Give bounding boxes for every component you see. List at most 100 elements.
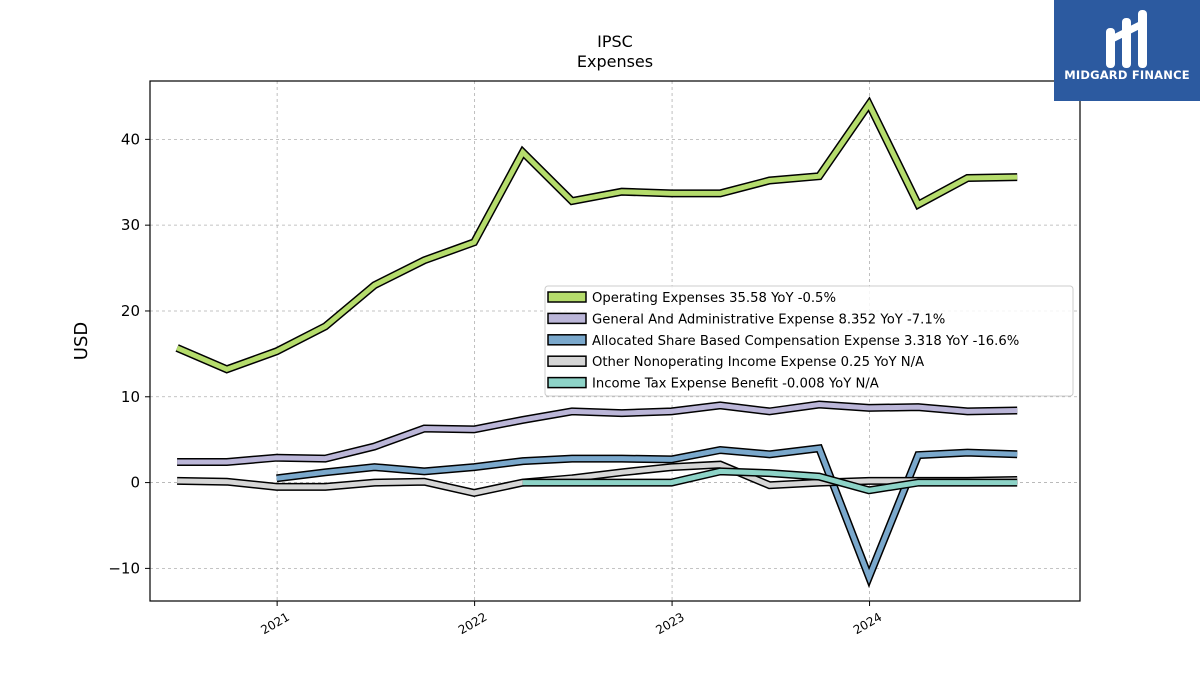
data-point bbox=[570, 456, 575, 461]
y-axis-label: USD bbox=[71, 322, 92, 360]
data-point bbox=[817, 174, 822, 179]
data-point bbox=[619, 456, 624, 461]
legend-label: Other Nonoperating Income Expense 0.25 Y… bbox=[592, 355, 924, 370]
data-point bbox=[965, 176, 970, 181]
legend-label: Operating Expenses 35.58 YoY -0.5% bbox=[592, 291, 836, 306]
data-point bbox=[669, 409, 674, 414]
series-stroke bbox=[176, 99, 1018, 372]
data-point bbox=[619, 480, 624, 485]
data-point bbox=[817, 474, 822, 479]
data-point bbox=[323, 484, 328, 489]
y-tick-label: 0 bbox=[130, 474, 140, 492]
legend-label: General And Administrative Expense 8.352… bbox=[592, 312, 945, 327]
data-point bbox=[916, 202, 921, 207]
data-point bbox=[965, 409, 970, 414]
series-line-0 bbox=[175, 96, 1020, 374]
legend-label: Allocated Share Based Compensation Expen… bbox=[592, 334, 1019, 349]
data-point bbox=[1015, 408, 1020, 413]
data-point bbox=[520, 150, 525, 155]
data-point bbox=[372, 444, 377, 449]
data-point bbox=[669, 191, 674, 196]
legend-box bbox=[544, 285, 1074, 397]
brand-mark-icon bbox=[1106, 10, 1147, 68]
data-point bbox=[867, 575, 872, 580]
chart-subtitle: Expenses bbox=[577, 52, 653, 71]
series-stroke bbox=[177, 401, 1018, 465]
data-point bbox=[619, 411, 624, 416]
data-point bbox=[767, 178, 772, 183]
data-point bbox=[669, 457, 674, 462]
data-point bbox=[422, 426, 427, 431]
y-tick-label: 30 bbox=[121, 216, 140, 234]
data-point bbox=[224, 460, 229, 465]
legend-item: Allocated Share Based Compensation Expen… bbox=[547, 334, 1019, 349]
data-point bbox=[619, 189, 624, 194]
data-point bbox=[422, 258, 427, 263]
data-point bbox=[175, 460, 180, 465]
legend-swatch bbox=[547, 291, 587, 303]
data-point bbox=[718, 448, 723, 453]
legend-item: General And Administrative Expense 8.352… bbox=[547, 312, 945, 327]
data-point bbox=[570, 409, 575, 414]
data-point bbox=[570, 199, 575, 204]
data-point bbox=[867, 478, 872, 483]
data-point bbox=[1015, 175, 1020, 180]
data-point bbox=[472, 490, 477, 495]
data-point bbox=[520, 417, 525, 422]
data-point bbox=[520, 459, 525, 464]
brand-logo: MIDGARD FINANCE bbox=[1054, 0, 1200, 101]
data-point bbox=[323, 456, 328, 461]
data-point bbox=[372, 480, 377, 485]
data-point bbox=[669, 480, 674, 485]
data-point bbox=[867, 488, 872, 493]
series-line-2 bbox=[276, 443, 1020, 588]
legend-item: Operating Expenses 35.58 YoY -0.5% bbox=[547, 291, 836, 306]
series-line-1 bbox=[175, 400, 1020, 466]
legend-label: Income Tax Expense Benefit -0.008 YoY N/… bbox=[592, 377, 879, 392]
data-point bbox=[323, 324, 328, 329]
data-point bbox=[274, 349, 279, 354]
y-tick-label: −10 bbox=[108, 559, 140, 577]
series-stroke bbox=[522, 468, 1018, 493]
legend-item: Other Nonoperating Income Expense 0.25 Y… bbox=[547, 355, 924, 370]
data-point bbox=[916, 405, 921, 410]
series-stroke bbox=[177, 462, 1018, 496]
legend-swatch bbox=[547, 334, 587, 346]
data-point bbox=[916, 453, 921, 458]
data-point bbox=[472, 427, 477, 432]
data-point bbox=[1015, 480, 1020, 485]
data-point bbox=[619, 470, 624, 475]
data-point bbox=[867, 102, 872, 107]
legend-item: Income Tax Expense Benefit -0.008 YoY N/… bbox=[547, 376, 879, 392]
data-point bbox=[718, 469, 723, 474]
x-tick-label: 2022 bbox=[456, 610, 489, 637]
data-point bbox=[274, 484, 279, 489]
data-point bbox=[372, 283, 377, 288]
chart-title: IPSC bbox=[597, 32, 633, 51]
data-point bbox=[422, 469, 427, 474]
x-tick-label: 2021 bbox=[258, 610, 291, 637]
x-tick-label: 2024 bbox=[851, 610, 884, 637]
data-point bbox=[323, 470, 328, 475]
data-point bbox=[965, 450, 970, 455]
data-point bbox=[718, 403, 723, 408]
legend-swatch bbox=[547, 376, 587, 389]
data-point bbox=[372, 465, 377, 470]
series-stroke bbox=[276, 445, 1018, 584]
y-tick-label: 10 bbox=[121, 388, 140, 406]
data-point bbox=[175, 478, 180, 483]
series-layer bbox=[175, 96, 1020, 588]
data-point bbox=[867, 405, 872, 410]
data-point bbox=[175, 345, 180, 350]
data-point bbox=[1015, 452, 1020, 457]
legend: Operating Expenses 35.58 YoY -0.5% Genera… bbox=[544, 285, 1074, 397]
data-point bbox=[472, 465, 477, 470]
data-point bbox=[422, 479, 427, 484]
data-point bbox=[767, 471, 772, 476]
data-point bbox=[718, 191, 723, 196]
y-tick-label: 40 bbox=[121, 130, 140, 148]
data-point bbox=[767, 409, 772, 414]
data-point bbox=[570, 480, 575, 485]
y-tick-label: 20 bbox=[121, 302, 140, 320]
